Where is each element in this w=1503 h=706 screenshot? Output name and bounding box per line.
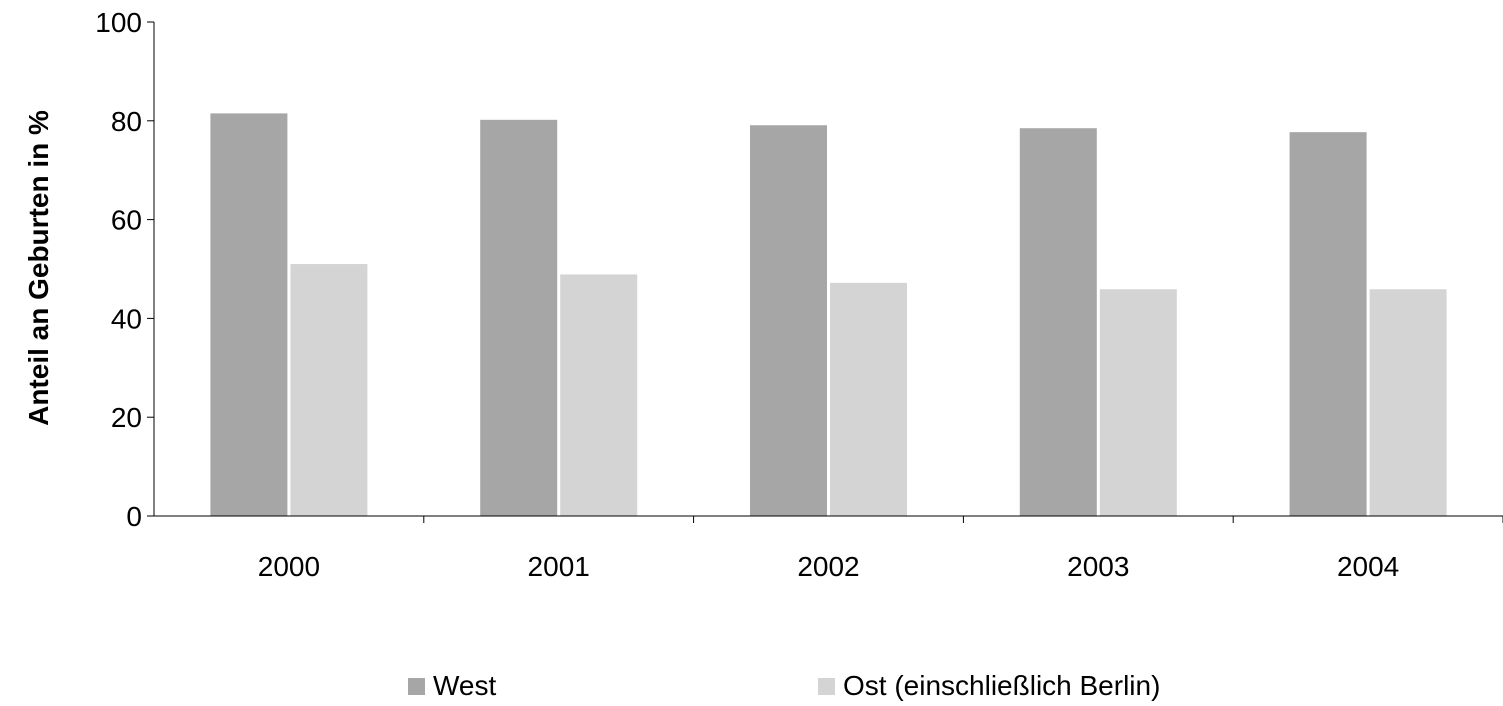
bar-west-2000 — [210, 113, 288, 516]
y-tick-label-100: 100 — [95, 7, 142, 38]
bar-ost-2000 — [290, 264, 368, 516]
legend-label-ost: Ost (einschließlich Berlin) — [843, 670, 1161, 701]
y-tick-label-60: 60 — [111, 205, 142, 236]
bar-west-2002 — [750, 125, 827, 516]
legend-item-west: West — [408, 666, 496, 706]
y-tick-label-20: 20 — [111, 402, 142, 433]
y-tick-label-40: 40 — [111, 303, 142, 334]
bar-ost-2004 — [1369, 289, 1447, 516]
y-axis-title: Anteil an Geburten in % — [23, 110, 54, 426]
y-tick-label-80: 80 — [111, 106, 142, 137]
legend-item-ost: Ost (einschließlich Berlin) — [818, 666, 1160, 706]
x-tick-label-2000: 2000 — [258, 551, 320, 582]
x-tick-label-2003: 2003 — [1067, 551, 1129, 582]
y-tick-label-0: 0 — [126, 501, 142, 532]
legend: West Ost (einschließlich Berlin) — [0, 666, 1503, 706]
bar-west-2003 — [1019, 128, 1097, 516]
bar-ost-2001 — [560, 274, 638, 516]
bar-west-2004 — [1289, 132, 1367, 517]
plot-area: 0 20 40 60 80 100 2000 2001 2002 2003 2004 — [95, 7, 1503, 582]
bar-west-2001 — [480, 119, 558, 516]
legend-label-west: West — [433, 670, 497, 701]
bar-ost-2002 — [830, 282, 907, 516]
legend-swatch-west — [408, 677, 425, 695]
legend-swatch-ost — [818, 677, 835, 695]
bar-ost-2003 — [1099, 289, 1177, 516]
x-tick-label-2004: 2004 — [1337, 551, 1399, 582]
x-tick-label-2001: 2001 — [528, 551, 590, 582]
x-tick-label-2002: 2002 — [797, 551, 859, 582]
